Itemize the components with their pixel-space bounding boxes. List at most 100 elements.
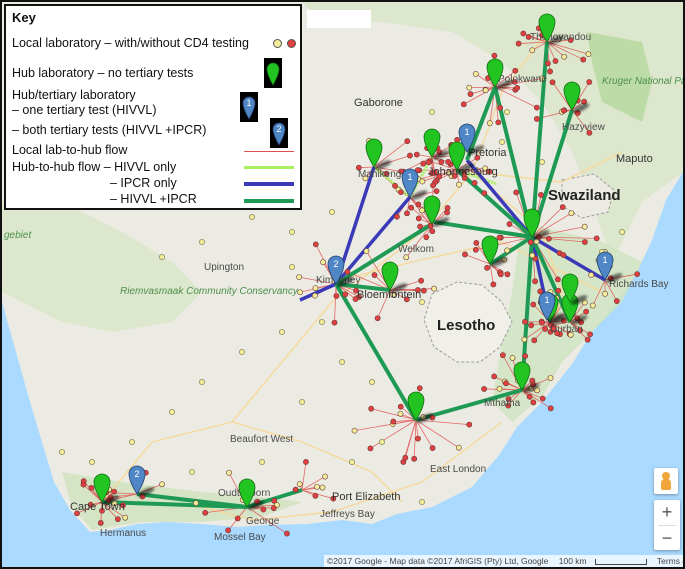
local-lab-marker[interactable] xyxy=(587,331,593,338)
local-lab-marker[interactable] xyxy=(355,164,362,171)
local-lab-marker[interactable] xyxy=(581,239,588,245)
tertiary-pin-durban[interactable]: 1 xyxy=(538,291,565,325)
local-lab-marker[interactable] xyxy=(547,68,553,75)
local-lab-marker[interactable] xyxy=(303,459,309,465)
local-lab-marker[interactable] xyxy=(527,239,534,246)
local-lab-marker[interactable] xyxy=(425,159,432,166)
local-lab-marker[interactable] xyxy=(484,264,490,271)
local-lab-marker[interactable] xyxy=(466,84,473,91)
local-lab-marker[interactable] xyxy=(169,409,175,415)
local-lab-marker[interactable] xyxy=(545,235,552,242)
local-lab-marker[interactable] xyxy=(330,495,337,502)
local-lab-marker[interactable] xyxy=(297,289,304,296)
local-lab-marker[interactable] xyxy=(414,167,421,174)
tertiary-pin-pretoria[interactable]: 1 xyxy=(458,123,485,157)
local-lab-marker[interactable] xyxy=(586,79,593,85)
local-lab-marker[interactable] xyxy=(314,483,320,490)
local-lab-marker[interactable] xyxy=(80,481,87,488)
hub-pin-preA[interactable] xyxy=(448,141,475,175)
local-lab-marker[interactable] xyxy=(496,234,503,241)
local-lab-marker[interactable] xyxy=(462,251,468,258)
hub-pin-thoh[interactable] xyxy=(538,13,565,47)
local-lab-marker[interactable] xyxy=(333,293,340,299)
local-lab-marker[interactable] xyxy=(111,488,118,495)
local-lab-marker[interactable] xyxy=(114,516,121,523)
local-lab-marker[interactable] xyxy=(438,159,445,165)
hub-pin-mahi[interactable] xyxy=(365,138,392,172)
local-lab-marker[interactable] xyxy=(408,204,415,211)
local-lab-marker[interactable] xyxy=(560,252,567,258)
local-lab-marker[interactable] xyxy=(413,151,420,158)
local-lab-marker[interactable] xyxy=(577,327,583,334)
local-lab-marker[interactable] xyxy=(589,302,596,309)
local-lab-marker[interactable] xyxy=(496,385,503,392)
local-lab-marker[interactable] xyxy=(394,213,400,220)
local-lab-marker[interactable] xyxy=(497,271,504,278)
local-lab-marker[interactable] xyxy=(419,499,425,505)
local-lab-marker[interactable] xyxy=(528,322,535,329)
local-lab-marker[interactable] xyxy=(491,52,498,59)
local-lab-marker[interactable] xyxy=(292,486,299,493)
local-lab-marker[interactable] xyxy=(514,84,521,91)
local-lab-marker[interactable] xyxy=(97,520,104,526)
local-lab-marker[interactable] xyxy=(593,235,600,242)
tertiary-pin-klerksdorp[interactable]: 1 xyxy=(401,168,428,202)
local-lab-marker[interactable] xyxy=(456,181,462,188)
local-lab-marker[interactable] xyxy=(583,308,590,315)
local-lab-marker[interactable] xyxy=(533,116,540,122)
local-lab-marker[interactable] xyxy=(460,101,467,108)
local-lab-marker[interactable] xyxy=(482,165,489,172)
local-lab-marker[interactable] xyxy=(555,287,562,294)
local-lab-marker[interactable] xyxy=(226,469,232,476)
local-lab-marker[interactable] xyxy=(193,500,199,507)
local-lab-marker[interactable] xyxy=(349,459,355,465)
local-lab-marker[interactable] xyxy=(122,514,129,521)
local-lab-marker[interactable] xyxy=(486,168,493,175)
local-lab-marker[interactable] xyxy=(481,386,487,392)
local-lab-marker[interactable] xyxy=(539,159,545,165)
local-lab-marker[interactable] xyxy=(467,91,474,97)
local-lab-marker[interactable] xyxy=(260,506,267,513)
local-lab-marker[interactable] xyxy=(312,285,319,292)
local-lab-marker[interactable] xyxy=(505,402,512,409)
local-lab-marker[interactable] xyxy=(526,393,533,400)
zoom-in-button[interactable]: + xyxy=(661,502,673,522)
local-lab-marker[interactable] xyxy=(339,359,345,365)
local-lab-marker[interactable] xyxy=(504,109,510,115)
local-lab-marker[interactable] xyxy=(120,502,126,509)
local-lab-marker[interactable] xyxy=(567,37,574,43)
local-lab-marker[interactable] xyxy=(559,204,566,210)
local-lab-marker[interactable] xyxy=(411,455,418,462)
local-lab-marker[interactable] xyxy=(374,315,381,322)
local-lab-marker[interactable] xyxy=(368,405,375,412)
hub-pin-jhb[interactable] xyxy=(423,128,450,162)
local-lab-marker[interactable] xyxy=(529,47,536,54)
local-lab-marker[interactable] xyxy=(259,459,265,465)
local-lab-marker[interactable] xyxy=(404,138,411,145)
local-lab-marker[interactable] xyxy=(580,56,587,63)
local-lab-marker[interactable] xyxy=(490,281,497,288)
local-lab-marker[interactable] xyxy=(397,189,404,196)
hub-pin-ct[interactable] xyxy=(93,473,120,507)
local-lab-marker[interactable] xyxy=(525,34,532,40)
local-lab-marker[interactable] xyxy=(403,254,410,261)
local-lab-marker[interactable] xyxy=(432,169,438,176)
local-lab-marker[interactable] xyxy=(547,375,554,381)
local-lab-marker[interactable] xyxy=(549,79,556,86)
local-lab-marker[interactable] xyxy=(530,301,537,308)
local-lab-marker[interactable] xyxy=(407,152,413,159)
local-lab-marker[interactable] xyxy=(533,104,540,111)
local-lab-marker[interactable] xyxy=(284,530,290,537)
local-lab-marker[interactable] xyxy=(390,418,397,425)
local-lab-marker[interactable] xyxy=(129,439,135,445)
local-lab-marker[interactable] xyxy=(415,287,421,293)
local-lab-marker[interactable] xyxy=(322,473,328,480)
local-lab-marker[interactable] xyxy=(89,459,95,465)
terms-link[interactable]: Terms of Use xyxy=(656,556,683,566)
local-lab-marker[interactable] xyxy=(532,278,538,285)
tertiary-pin-cape-town[interactable]: 2 xyxy=(128,465,155,499)
local-lab-marker[interactable] xyxy=(538,75,545,82)
local-lab-marker[interactable] xyxy=(584,336,591,343)
local-lab-marker[interactable] xyxy=(560,107,567,114)
hub-pin-lady[interactable] xyxy=(481,235,508,269)
